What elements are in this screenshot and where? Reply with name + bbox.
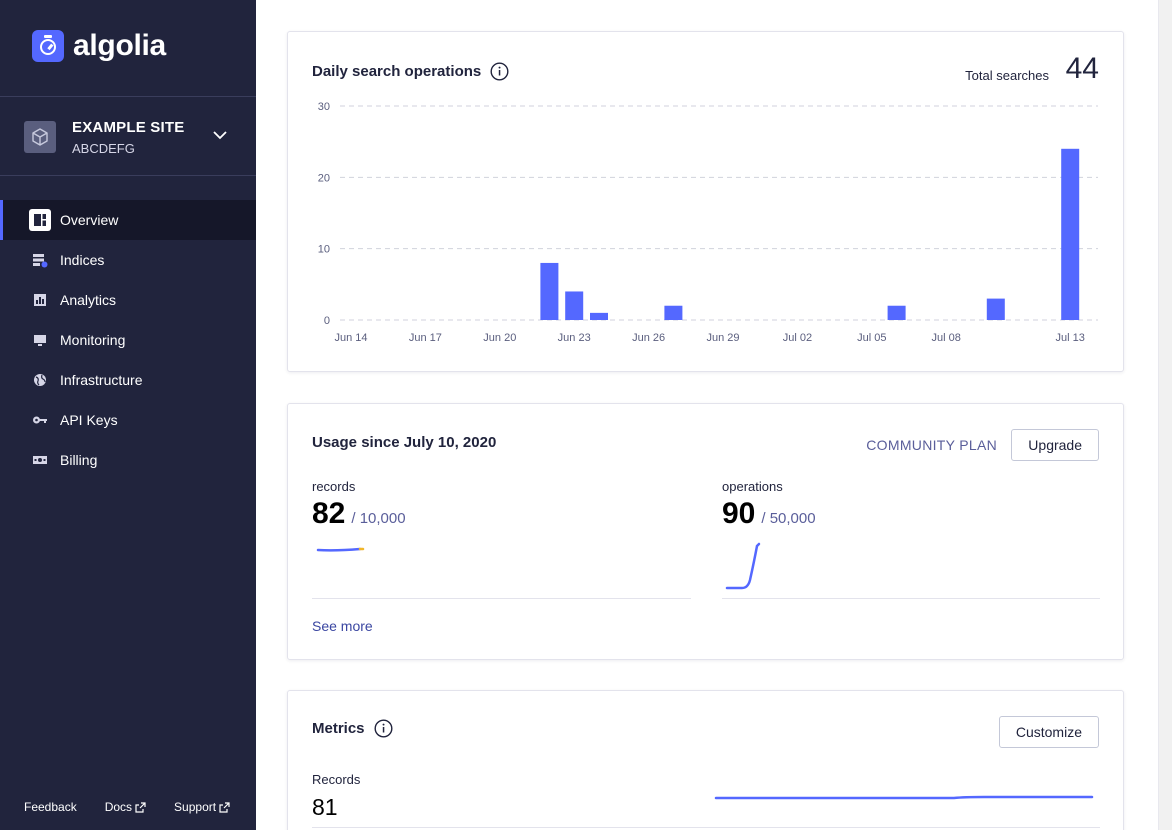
sidebar-item-billing[interactable]: Billing [0, 440, 256, 480]
x-tick-label: Jun 29 [706, 332, 739, 344]
sidebar-item-infrastructure[interactable]: Infrastructure [0, 360, 256, 400]
y-tick-label: 0 [324, 315, 330, 327]
app-name: EXAMPLE SITE [72, 118, 185, 136]
total-searches-label: Total searches [965, 68, 1049, 83]
external-link-icon [135, 801, 146, 813]
records-limit: / 10,000 [351, 510, 406, 527]
sidebar-item-indices[interactable]: Indices [0, 240, 256, 280]
external-link-icon [219, 801, 230, 813]
x-tick-label: Jul 08 [932, 332, 961, 344]
sidebar-item-overview[interactable]: Overview [0, 200, 256, 240]
records-value: 82 [312, 497, 346, 530]
billing-icon [32, 452, 48, 468]
divider [722, 598, 1100, 599]
operations-usage: operations 90 / 50,000 [722, 479, 816, 531]
records-sparkline [316, 547, 365, 552]
metrics-card: Metrics Customize Records 81 [287, 690, 1124, 830]
upgrade-button[interactable]: Upgrade [1011, 429, 1099, 461]
docs-link[interactable]: Docs [105, 800, 146, 814]
x-tick-label: Jun 23 [558, 332, 591, 344]
x-tick-label: Jun 26 [632, 332, 665, 344]
operations-limit: / 50,000 [761, 510, 816, 527]
bar-jul-10 [986, 298, 1005, 320]
records-metric-sparkline [714, 795, 1094, 800]
x-tick-label: Jul 02 [783, 332, 812, 344]
operations-label: operations [722, 479, 783, 494]
divider [312, 827, 1100, 828]
divider [0, 96, 256, 97]
metrics-records-label: Records [312, 772, 361, 787]
sidebar-item-monitoring[interactable]: Monitoring [0, 320, 256, 360]
bar-jun-22 [540, 262, 559, 320]
operations-sparkline [725, 542, 761, 590]
main-content: Daily search operations Total searches 4… [256, 0, 1172, 830]
sidebar-item-label: API Keys [60, 412, 118, 428]
metrics-records-value: 81 [312, 794, 338, 820]
bar-jun-24 [590, 312, 608, 320]
support-link[interactable]: Support [174, 800, 230, 814]
sidebar-item-label: Monitoring [60, 332, 126, 348]
x-tick-label: Jul 13 [1056, 332, 1085, 344]
x-tick-label: Jul 05 [857, 332, 886, 344]
card-title: Metrics [312, 719, 393, 738]
divider [0, 175, 256, 176]
usage-card: Usage since July 10, 2020 COMMUNITY PLAN… [287, 403, 1124, 660]
scrollbar[interactable] [1158, 0, 1172, 830]
monitoring-icon [32, 332, 48, 348]
sidebar: algolia EXAMPLE SITE ABCDEFG Overview In… [0, 0, 256, 830]
logo[interactable]: algolia [32, 30, 166, 62]
sidebar-item-analytics[interactable]: Analytics [0, 280, 256, 320]
records-label: records [312, 479, 356, 494]
sidebar-item-api-keys[interactable]: API Keys [0, 400, 256, 440]
bar-jul-13 [1061, 148, 1080, 320]
metrics-title: Metrics [312, 720, 365, 737]
sidebar-nav: Overview Indices Analytics Monitoring In… [0, 200, 256, 480]
sidebar-item-label: Analytics [60, 292, 117, 308]
bar-jul-06 [887, 305, 906, 320]
indices-icon [32, 252, 48, 268]
sidebar-item-label: Indices [60, 252, 105, 268]
x-tick-label: Jun 20 [483, 332, 516, 344]
overview-icon [29, 209, 51, 231]
plan-label: COMMUNITY PLAN [866, 437, 997, 453]
cube-icon [24, 121, 56, 153]
analytics-icon [32, 292, 48, 308]
bar-jun-27 [664, 305, 683, 320]
feedback-link[interactable]: Feedback [24, 800, 77, 814]
y-tick-label: 20 [318, 172, 330, 184]
chevron-down-icon[interactable] [212, 127, 228, 148]
x-tick-label: Jun 14 [334, 332, 367, 344]
algolia-logo-icon [32, 30, 64, 62]
operations-value: 90 [722, 497, 756, 530]
info-icon[interactable] [490, 62, 509, 81]
search-operations-card: Daily search operations Total searches 4… [287, 31, 1124, 372]
sidebar-item-label: Overview [60, 212, 119, 228]
x-tick-label: Jun 17 [409, 332, 442, 344]
docs-label: Docs [104, 800, 133, 814]
sidebar-item-label: Billing [60, 452, 98, 468]
app-id: ABCDEFG [72, 140, 135, 156]
support-label: Support [174, 800, 217, 814]
bar-jun-23 [565, 291, 584, 320]
info-icon[interactable] [374, 719, 393, 738]
y-tick-label: 30 [318, 101, 330, 113]
total-searches-value: 44 [1065, 52, 1099, 85]
card-title: Daily search operations [312, 62, 509, 81]
see-more-link[interactable]: See more [312, 618, 373, 634]
search-operations-chart: 0 10 20 30 Jun 14 Jun 17 Jun 20 Jun 23 Jun 26 Jun… [318, 101, 1098, 344]
brand-name: algolia [73, 29, 166, 62]
records-usage: records 82 / 10,000 [312, 479, 406, 531]
sidebar-item-label: Infrastructure [60, 372, 143, 388]
sidebar-footer: Feedback Docs Support [24, 800, 230, 814]
customize-button[interactable]: Customize [998, 716, 1099, 748]
search-operations-title: Daily search operations [312, 63, 482, 80]
key-icon [32, 412, 48, 428]
usage-title: Usage since July 10, 2020 [312, 434, 497, 451]
infrastructure-icon [32, 372, 48, 388]
divider [312, 598, 691, 599]
y-tick-label: 10 [318, 244, 330, 256]
app-switcher[interactable]: EXAMPLE SITE ABCDEFG [24, 117, 234, 157]
